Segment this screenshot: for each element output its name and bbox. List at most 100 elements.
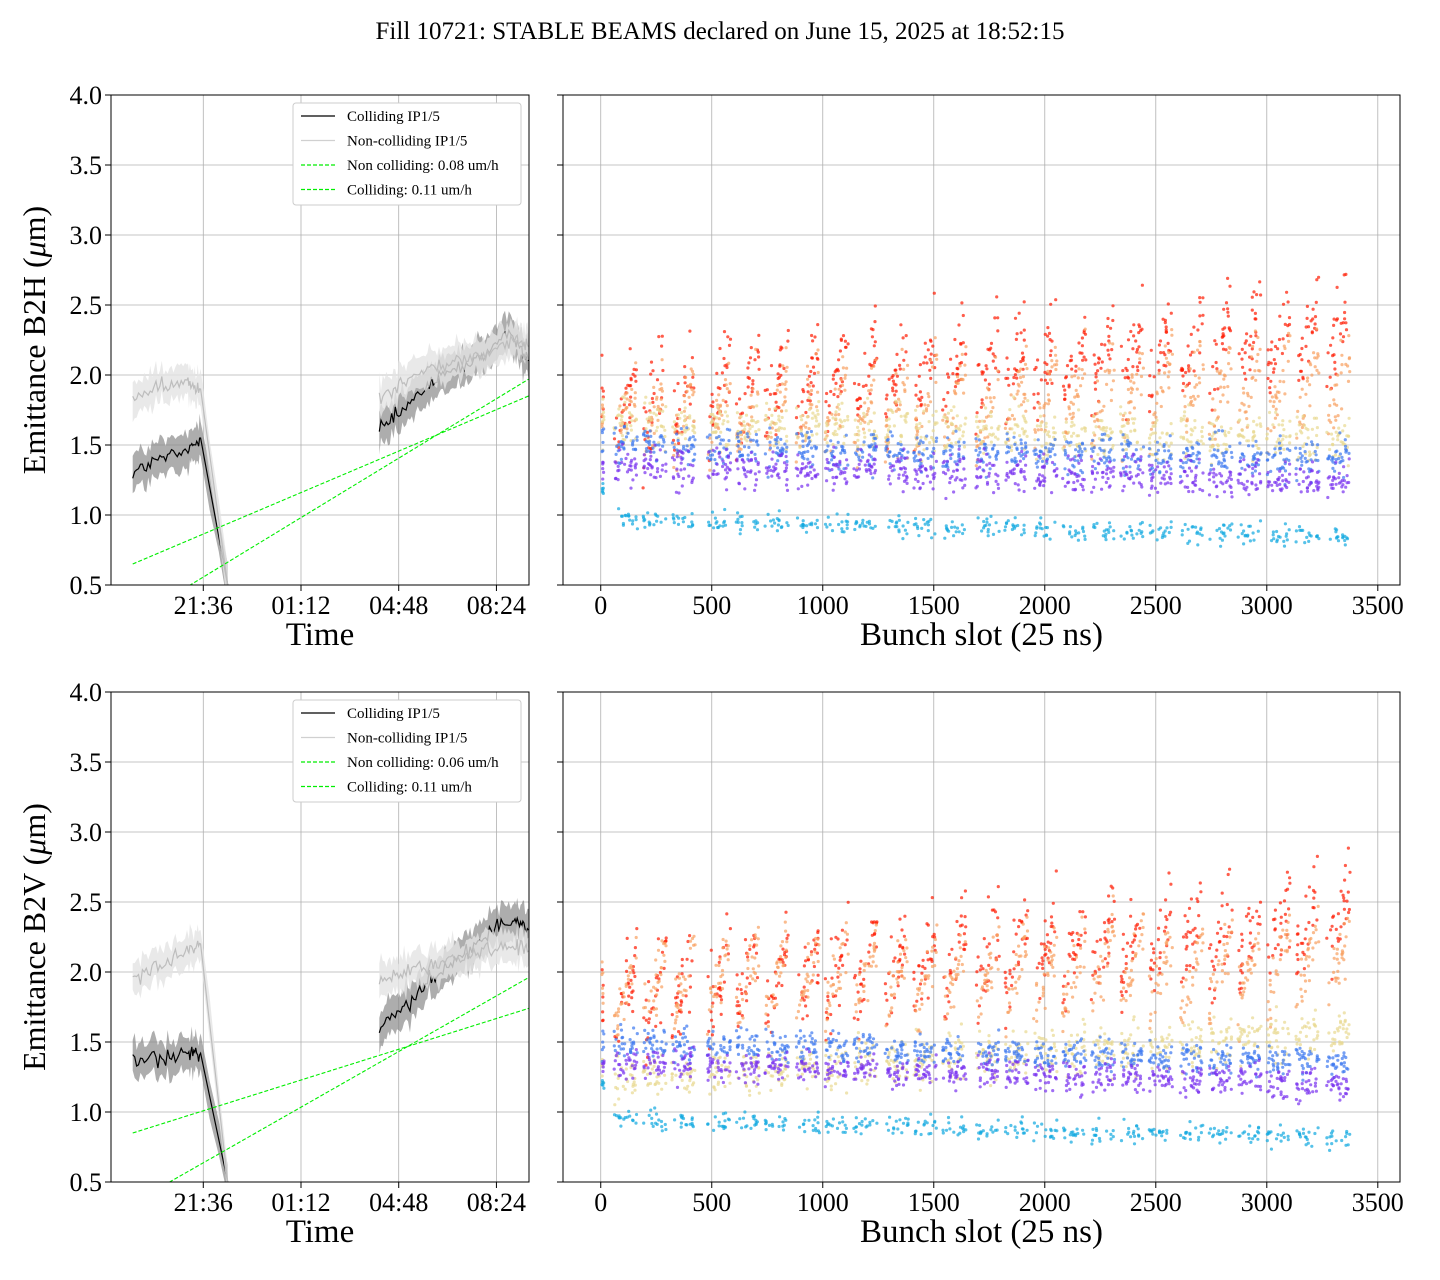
bunch-point — [985, 520, 989, 524]
bunch-point — [1295, 436, 1299, 440]
bunch-point — [1281, 337, 1285, 341]
bunch-point — [649, 1108, 653, 1112]
bunch-point — [869, 433, 873, 437]
bunch-point — [647, 1009, 651, 1014]
bunch-point — [796, 467, 800, 471]
bunch-point — [642, 1121, 646, 1125]
bunch-point — [815, 419, 819, 423]
bunch-point — [754, 429, 758, 434]
bunch-point — [925, 474, 930, 478]
bunch-point — [833, 429, 837, 433]
bunch-point — [1138, 361, 1142, 365]
bunch-point — [746, 952, 750, 956]
bunch-point — [985, 482, 990, 486]
bunch-point — [1198, 487, 1202, 491]
bunch-point — [925, 447, 929, 451]
bunch-point — [680, 972, 684, 976]
bunch-point — [838, 459, 842, 463]
bunch-point — [709, 1073, 714, 1077]
bunch-point — [996, 486, 1001, 490]
bunch-point — [1167, 464, 1171, 468]
bunch-point — [944, 404, 948, 408]
bunch-point — [1222, 385, 1226, 389]
bunch-point — [1121, 448, 1125, 452]
bunch-point — [717, 1056, 721, 1060]
bunch-point — [1080, 376, 1085, 380]
bunch-point — [1288, 441, 1292, 445]
bunch-point — [784, 955, 788, 960]
bunch-point — [632, 1042, 636, 1046]
bunch-point — [815, 526, 820, 530]
bunch-point — [1254, 443, 1259, 447]
bunch-point — [719, 981, 723, 985]
bunch-point — [1150, 463, 1154, 467]
bunch-point — [1208, 449, 1212, 453]
bunch-point — [629, 428, 634, 432]
bunch-point — [1315, 278, 1319, 282]
bunch-point — [950, 525, 954, 530]
bunch-point — [1193, 397, 1197, 401]
bunch-point — [1254, 487, 1258, 491]
bunch-point — [982, 519, 986, 524]
bunch-point — [1092, 485, 1096, 489]
bunch-point — [841, 424, 845, 429]
bunch-point — [634, 368, 639, 372]
bunch-point — [815, 409, 820, 413]
bunch-point — [763, 452, 768, 456]
bunch-point — [750, 415, 754, 419]
bunch-point — [1258, 452, 1262, 456]
bunch-point — [705, 1053, 710, 1057]
bunch-point — [952, 534, 956, 538]
bunch-point — [1043, 370, 1047, 374]
bunch-point — [811, 339, 815, 343]
bunch-point — [1105, 426, 1109, 430]
bunch-point — [953, 385, 958, 389]
bunch-point — [996, 451, 1000, 455]
bunch-point — [1300, 358, 1304, 362]
bunch-point — [688, 946, 693, 950]
bunch-point — [1230, 522, 1234, 526]
bunch-point — [1213, 437, 1217, 441]
bunch-point — [962, 391, 966, 395]
bunch-point — [961, 434, 965, 438]
bunch-point — [741, 1043, 745, 1047]
bunch-point — [1218, 472, 1222, 476]
bunch-point — [1042, 452, 1046, 456]
bunch-point — [711, 1025, 716, 1029]
bunch-point — [774, 972, 778, 976]
bunch-point — [1158, 339, 1163, 343]
bunch-point — [816, 357, 820, 361]
bunch-point — [1342, 465, 1346, 469]
bunch-point — [646, 466, 650, 471]
bunch-point — [1273, 447, 1277, 451]
bunch-point — [1271, 455, 1275, 459]
bunch-point — [682, 1069, 686, 1073]
bunch-point — [1128, 470, 1132, 474]
bunch-point — [720, 371, 725, 375]
bunch-point — [1014, 337, 1019, 341]
bunch-point — [686, 449, 690, 453]
bunch-point — [754, 951, 759, 955]
bunch-point — [1062, 525, 1066, 529]
bunch-point — [872, 439, 876, 443]
bunch-point — [1108, 460, 1112, 464]
bunch-point — [1241, 386, 1245, 390]
bunch-point — [725, 404, 729, 408]
bunch-point — [984, 475, 988, 479]
bunch-point — [795, 432, 799, 436]
bunch-point — [620, 1001, 624, 1006]
bunch-point — [981, 428, 985, 432]
bunch-point — [989, 414, 993, 418]
bunch-point — [661, 463, 665, 467]
bunch-point — [780, 346, 784, 350]
bunch-point — [1210, 408, 1214, 412]
bunch-point — [1151, 424, 1155, 428]
bunch-point — [1280, 473, 1284, 477]
colliding-band — [132, 1026, 228, 1182]
bunch-point — [863, 435, 867, 439]
bunch-point — [725, 387, 729, 391]
bunch-point — [693, 452, 697, 456]
y-axis-label: Emittance B2H (μm) — [16, 206, 52, 474]
bunch-point — [1090, 438, 1095, 442]
bunch-point — [1341, 459, 1345, 463]
